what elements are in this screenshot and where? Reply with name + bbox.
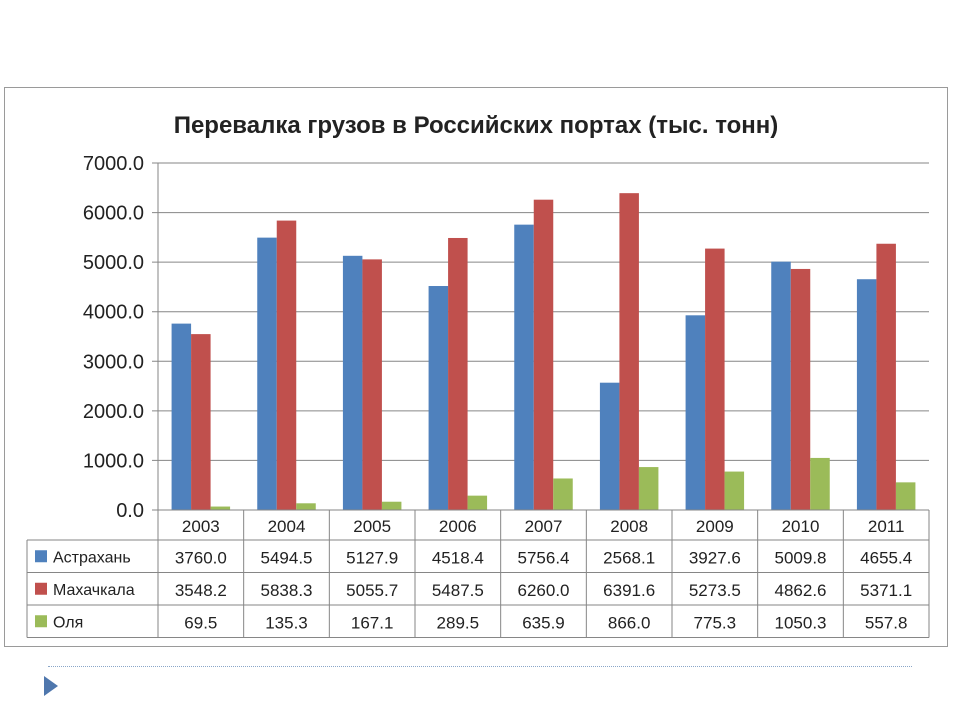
y-tick-label: 7000.0 (83, 153, 144, 175)
bar (533, 199, 554, 510)
data-label: 69.5 (184, 613, 217, 632)
bar (362, 259, 382, 510)
chart-frame: Перевалка грузов в Российских портах (ты… (4, 87, 948, 647)
y-tick-label: 6000.0 (83, 203, 144, 225)
data-label: 6260.0 (518, 581, 570, 600)
legend-swatch (35, 582, 47, 595)
data-label: 3548.2 (175, 581, 227, 600)
slide-divider (48, 666, 912, 667)
bar (191, 334, 211, 510)
x-tick-label: 2009 (696, 517, 734, 536)
data-label: 4862.6 (775, 581, 827, 600)
data-label: 775.3 (694, 613, 737, 632)
x-tick-label: 2011 (868, 517, 905, 536)
data-label: 4518.4 (432, 548, 484, 567)
data-label: 5756.4 (518, 548, 570, 567)
bar (619, 193, 639, 511)
data-label: 6391.6 (603, 581, 655, 600)
bar (553, 478, 573, 510)
legend-entry: Махачкала (53, 582, 135, 599)
bar (171, 323, 192, 510)
bar (705, 248, 725, 510)
bar (810, 457, 830, 510)
data-label: 5127.9 (346, 548, 398, 567)
data-label: 289.5 (437, 613, 480, 632)
bar (381, 501, 402, 510)
data-label: 4655.4 (860, 548, 912, 567)
x-tick-label: 2010 (782, 517, 820, 536)
y-tick-label: 5000.0 (83, 252, 144, 274)
bar (276, 220, 297, 510)
bar (448, 237, 468, 510)
y-tick-label: 2000.0 (83, 401, 144, 423)
data-label: 5494.5 (261, 548, 313, 567)
y-tick-label: 3000.0 (83, 351, 144, 373)
bar (428, 286, 449, 510)
bar (514, 224, 534, 510)
data-label: 1050.3 (775, 613, 827, 632)
data-label: 135.3 (265, 613, 308, 632)
bar (467, 495, 488, 510)
data-label: 5009.8 (775, 548, 827, 567)
y-tick-label: 0.0 (116, 500, 144, 522)
legend-entry: Астрахань (53, 549, 131, 566)
bar-chart: Перевалка грузов в Российских портах (ты… (26, 112, 930, 638)
slide-bullet-arrow-icon (44, 676, 58, 696)
bar (210, 506, 231, 510)
bar (876, 243, 896, 511)
data-label: 557.8 (865, 613, 908, 632)
data-table: 2003 2004 2005 2006 2007 2008 2009 2010 2011 Астр… (26, 509, 930, 638)
chart-title: Перевалка грузов в Российских портах (ты… (174, 112, 779, 139)
y-tick-label: 4000.0 (83, 302, 144, 324)
bar (724, 471, 745, 510)
data-label: 3760.0 (175, 548, 227, 567)
bars (171, 193, 916, 511)
x-tick-label: 2003 (182, 517, 220, 536)
data-label: 5487.5 (432, 581, 484, 600)
x-tick-label: 2007 (525, 517, 563, 536)
legend-swatch (35, 615, 47, 628)
y-axis: 0.0 1000.0 2000.0 3000.0 4000.0 5000.0 6000.0 7… (83, 153, 159, 522)
bar (257, 237, 277, 510)
x-tick-label: 2008 (610, 517, 648, 536)
data-label: 5838.3 (261, 581, 313, 600)
bar (638, 467, 659, 510)
data-label: 635.9 (522, 613, 565, 632)
bar (856, 279, 877, 510)
data-label: 2568.1 (603, 548, 655, 567)
data-label: 5273.5 (689, 581, 741, 600)
x-tick-label: 2006 (439, 517, 477, 536)
x-tick-label: 2005 (353, 517, 391, 536)
bar (296, 503, 316, 510)
x-tick-label: 2004 (268, 517, 306, 536)
data-label: 5055.7 (346, 581, 398, 600)
bar (342, 255, 363, 510)
data-label: 866.0 (608, 613, 651, 632)
bar (895, 482, 916, 510)
bar (685, 315, 706, 510)
legend-entry: Оля (53, 614, 83, 631)
data-label: 5371.1 (860, 581, 912, 600)
bar (790, 268, 811, 510)
data-label: 167.1 (351, 613, 394, 632)
legend-swatch (35, 550, 47, 563)
y-tick-label: 1000.0 (83, 450, 144, 472)
bar (599, 382, 620, 510)
bar (771, 261, 791, 510)
data-label: 3927.6 (689, 548, 741, 567)
